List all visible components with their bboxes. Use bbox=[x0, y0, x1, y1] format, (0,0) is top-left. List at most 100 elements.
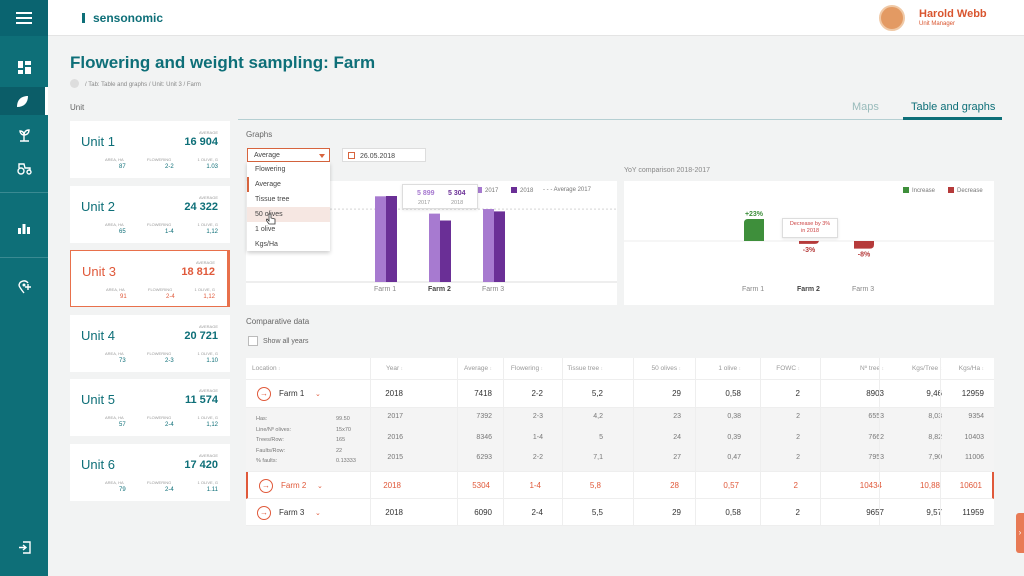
yoy-bar-farm-1[interactable] bbox=[744, 219, 764, 241]
history-cell: 0,39 bbox=[727, 433, 741, 441]
area-label: AREA, HA bbox=[105, 350, 124, 356]
unit-card[interactable]: Unit 2 AVERAGE 24 322 AREA, HA FLOWERING 1 OL… bbox=[70, 185, 230, 243]
chevron-down-icon[interactable]: ⌄ bbox=[315, 391, 321, 398]
dropdown-option[interactable]: Flowering bbox=[255, 166, 286, 173]
flowering-value: 2-4 bbox=[166, 294, 175, 300]
unit-card[interactable]: Unit 1 AVERAGE 16 904 AREA, HA FLOWERING 1 OL… bbox=[70, 121, 230, 178]
area-value: 65 bbox=[119, 228, 126, 235]
logout-button[interactable] bbox=[0, 533, 48, 561]
show-all-years-checkbox[interactable] bbox=[248, 336, 258, 346]
olive-value: 1,12 bbox=[203, 294, 215, 300]
table-cell: 5,5 bbox=[591, 507, 603, 517]
table-row[interactable]: → Farm 1 ⌄ 2018 7418 2-2 5,2 29 0,58 2 8903 9,46 129… bbox=[246, 380, 994, 408]
nav-reports[interactable] bbox=[0, 214, 48, 242]
user-name[interactable]: Harold Webb bbox=[919, 8, 987, 20]
column-header[interactable]: Kgs/Tree bbox=[912, 365, 942, 372]
nav-add-location[interactable] bbox=[0, 273, 48, 301]
bar-2017-farm-1[interactable] bbox=[375, 196, 386, 282]
table-cell: 0,58 bbox=[725, 389, 741, 398]
column-divider bbox=[562, 358, 563, 526]
graphs-title: Graphs bbox=[246, 130, 273, 139]
farm-name[interactable]: Farm 2 bbox=[281, 480, 307, 490]
unit-name: Unit 1 bbox=[81, 134, 115, 149]
history-cell: 8,82 bbox=[928, 433, 942, 441]
area-value: 57 bbox=[119, 422, 126, 428]
farm-name[interactable]: Farm 3 bbox=[279, 507, 305, 517]
area-value: 73 bbox=[119, 357, 126, 364]
home-icon[interactable] bbox=[70, 79, 79, 88]
x-tick-label: Farm 3 bbox=[482, 286, 505, 293]
flowering-label: FLOWERING bbox=[147, 479, 172, 485]
column-header[interactable]: Average bbox=[464, 365, 492, 372]
average-label: AVERAGE bbox=[198, 194, 218, 200]
history-cell: 0,38 bbox=[727, 413, 741, 420]
history-cell: 6293 bbox=[476, 454, 492, 461]
yoy-bar-farm-2[interactable] bbox=[799, 239, 819, 244]
table-row[interactable]: → Farm 3 ⌄ 2018 6090 2-4 5,5 29 0,58 2 9657 9,57 119… bbox=[246, 499, 994, 526]
farm-name[interactable]: Farm 1 bbox=[279, 389, 305, 398]
column-header[interactable]: Kgs/Ha bbox=[959, 365, 984, 372]
side-panel-toggle[interactable]: › bbox=[1016, 513, 1024, 553]
table-row[interactable]: → Farm 2 ⌄ 2018 5304 1-4 5,8 28 0,57 2 10434 10,88 1… bbox=[246, 472, 994, 499]
table-cell: 10,88 bbox=[919, 480, 940, 490]
table-header: Location Year Average Flowering Tissue tree 5… bbox=[246, 358, 994, 380]
sprout-icon bbox=[18, 128, 30, 142]
yoy-chart: Increase Decrease +23% -3% -8% Decrease by… bbox=[624, 181, 994, 305]
chevron-down-icon[interactable]: ⌄ bbox=[315, 509, 321, 517]
dropdown-option[interactable]: 50 olives bbox=[247, 207, 330, 222]
legend-2017: 2017 bbox=[485, 188, 499, 194]
dropdown-option[interactable]: Kgs/Ha bbox=[255, 241, 278, 248]
area-value: 87 bbox=[119, 164, 126, 170]
expand-arrow-icon[interactable]: → bbox=[257, 505, 271, 520]
nav-sampling[interactable] bbox=[0, 121, 48, 149]
yoy-bar-farm-3[interactable] bbox=[854, 241, 874, 249]
logo[interactable]: sensonomic bbox=[82, 11, 163, 25]
history-cell: 2017 bbox=[387, 413, 403, 420]
column-header[interactable]: Tissue tree bbox=[567, 365, 603, 372]
bar-2018-farm-2[interactable] bbox=[440, 220, 451, 282]
history-cell: 2-3 bbox=[532, 413, 543, 420]
show-all-years-label[interactable]: Show all years bbox=[263, 338, 309, 345]
farm-info-value: 15x70 bbox=[336, 426, 351, 433]
unit-card[interactable]: Unit 6 AVERAGE 17 420 AREA, HA FLOWERING 1 OL… bbox=[70, 443, 230, 501]
column-header[interactable]: 50 olives bbox=[651, 365, 681, 372]
expand-arrow-icon[interactable]: → bbox=[259, 478, 273, 493]
unit-card[interactable]: Unit 5 AVERAGE 11 574 AREA, HA FLOWERING 1 OL… bbox=[70, 379, 230, 436]
table-cell: 5,2 bbox=[591, 389, 603, 398]
history-cell: 10403 bbox=[964, 433, 984, 441]
column-header[interactable]: FOWC bbox=[776, 365, 800, 372]
nav-machinery[interactable] bbox=[0, 154, 48, 182]
table-cell: 10601 bbox=[959, 480, 982, 490]
tab-table-and-graphs[interactable]: Table and graphs bbox=[911, 101, 996, 113]
column-header[interactable]: Nº tree bbox=[860, 365, 884, 372]
average-label: AVERAGE bbox=[195, 260, 215, 265]
flowering-label: FLOWERING bbox=[148, 287, 173, 292]
expand-arrow-icon[interactable]: → bbox=[257, 387, 271, 401]
date-picker[interactable]: 26.05.2018 bbox=[342, 148, 426, 162]
dropdown-option[interactable]: 1 olive bbox=[255, 226, 276, 233]
column-header[interactable]: Year bbox=[386, 365, 403, 372]
nav-flowering[interactable] bbox=[0, 87, 48, 115]
column-header[interactable]: 1 olive bbox=[718, 365, 741, 372]
bar-2017-farm-3[interactable] bbox=[483, 209, 494, 282]
chevron-down-icon[interactable]: ⌄ bbox=[317, 482, 323, 490]
dashboard-icon bbox=[17, 60, 31, 74]
metric-select[interactable]: Average bbox=[247, 148, 330, 162]
unit-card[interactable]: Unit 3 AVERAGE 18 812 AREA, HA FLOWERING 1 OL… bbox=[70, 250, 230, 307]
avatar[interactable] bbox=[879, 5, 905, 31]
dropdown-option[interactable]: Tissue tree bbox=[255, 196, 290, 203]
column-header[interactable]: Location bbox=[252, 365, 280, 372]
comparative-title: Comparative data bbox=[246, 317, 310, 326]
column-header[interactable]: Flowering bbox=[511, 365, 543, 372]
nav-dashboard[interactable] bbox=[0, 53, 48, 81]
bar-2018-farm-1[interactable] bbox=[386, 196, 397, 282]
legend-2017-swatch bbox=[476, 187, 482, 193]
bar-2018-farm-3[interactable] bbox=[494, 211, 505, 282]
legend-2018-swatch bbox=[511, 187, 517, 193]
column-divider bbox=[879, 358, 880, 526]
dropdown-option[interactable]: Average bbox=[247, 177, 330, 192]
tab-maps[interactable]: Maps bbox=[852, 101, 879, 113]
unit-card[interactable]: Unit 4 AVERAGE 20 721 AREA, HA FLOWERING 1 OL… bbox=[70, 314, 230, 372]
menu-button[interactable] bbox=[0, 0, 48, 36]
bar-2017-farm-2[interactable] bbox=[429, 213, 440, 282]
